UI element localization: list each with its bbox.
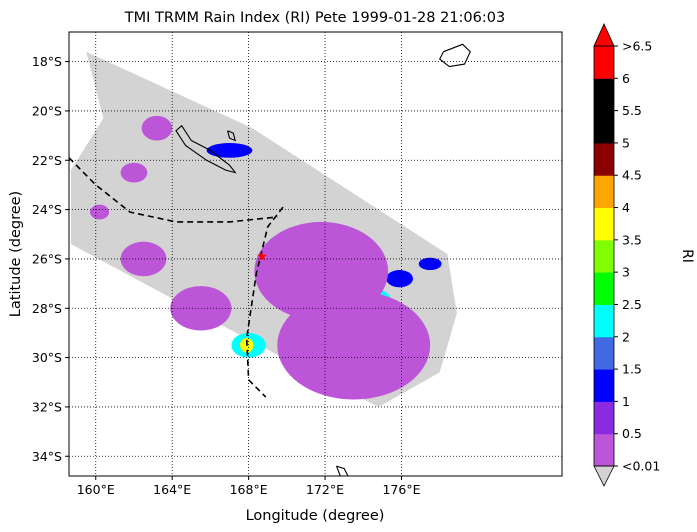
colorbar-label: RI	[679, 249, 695, 263]
coastline-layer	[175, 43, 471, 476]
y-tick-label-2: 22°S	[32, 153, 62, 168]
rain-cell-13	[254, 221, 389, 321]
plot-frame	[68, 31, 563, 477]
y-axis-label: Latitude (degree)	[8, 191, 24, 317]
coastline-1	[227, 130, 237, 142]
x-axis-ticks: 160°E 164°E 168°E 172°E 176°E	[77, 476, 421, 497]
x-tick-label-3: 172°E	[306, 482, 344, 497]
y-tick-label-1: 20°S	[32, 103, 62, 118]
y-tick-label-4: 26°S	[32, 251, 62, 266]
rain-cells-layer	[90, 115, 442, 400]
colorbar-tick-label-11: 5.5	[622, 103, 642, 118]
x-axis-label: Longitude (degree)	[246, 508, 385, 524]
rain-cell-19	[120, 162, 148, 183]
coastline-2	[439, 43, 471, 68]
colorbar-tick-label-4: 2	[622, 329, 630, 344]
colorbar-segment-5	[594, 272, 614, 305]
storm-track-layer	[69, 157, 284, 398]
colorbar-segment-4	[594, 304, 614, 338]
rain-cell-14	[418, 257, 442, 271]
colorbar-segment-0	[594, 433, 614, 467]
rain-cell-7	[386, 270, 413, 288]
storm-center-marker	[257, 251, 267, 261]
rain-cell-16	[120, 241, 167, 277]
colorbar-tick-label-9: 4.5	[622, 168, 642, 183]
colorbar-tick-label-7: 3.5	[622, 232, 642, 247]
rain-cell-15	[206, 143, 253, 158]
colorbar-tick-label-10: 5	[622, 135, 630, 150]
y-tick-label-6: 30°S	[32, 350, 62, 365]
colorbar-segment-6	[594, 239, 614, 273]
colorbar-tick-label-1: 0.5	[622, 426, 642, 441]
x-tick-label-2: 168°E	[230, 482, 268, 497]
colorbar-tick-label-6: 3	[622, 265, 630, 280]
x-tick-label-4: 176°E	[382, 482, 420, 497]
rain-cell-18	[141, 115, 173, 141]
map-plot-area	[69, 32, 562, 476]
colorbar-segment-1	[594, 401, 614, 435]
colorbar-segment-10	[594, 110, 614, 144]
gridlines	[69, 32, 562, 476]
chart-title: TMI TRMM Rain Index (RI) Pete 1999-01-28…	[124, 10, 505, 26]
y-axis-ticks: 18°S 20°S 22°S 24°S 26°S 28°S 30°S 32°S 34°S	[32, 54, 69, 464]
x-tick-label-1: 164°E	[153, 482, 191, 497]
colorbar: <0.01 0.5 1 1.5 2 2.5 3 3.5 4 4.5 5 5.5 6 >6.5	[593, 23, 660, 487]
y-tick-label-7: 32°S	[32, 399, 62, 414]
colorbar-frame	[593, 45, 615, 467]
y-tick-label-3: 24°S	[32, 202, 62, 217]
colorbar-tick-label-5: 2.5	[622, 297, 642, 312]
colorbar-over-arrow	[593, 23, 615, 47]
rain-cell-17	[170, 286, 232, 331]
colorbar-segment-9	[594, 142, 614, 176]
rain-cell-20	[90, 204, 110, 220]
coastline-0	[175, 124, 237, 174]
coastline-3	[335, 465, 349, 476]
x-tick-label-0: 160°E	[77, 482, 115, 497]
colorbar-tick-label-12: 6	[622, 71, 630, 86]
colorbar-segment-12	[594, 46, 614, 79]
y-tick-label-5: 28°S	[32, 301, 62, 316]
colorbar-tick-label-8: 4	[622, 200, 630, 215]
y-tick-label-8: 34°S	[32, 449, 62, 464]
colorbar-segment-11	[594, 78, 614, 112]
colorbar-segment-8	[594, 175, 614, 209]
colorbar-tick-label-2: 1	[622, 394, 630, 409]
colorbar-tick-label-0: <0.01	[622, 459, 660, 474]
colorbar-segment-2	[594, 369, 614, 402]
colorbar-under-arrow	[593, 465, 615, 487]
colorbar-tick-label-3: 1.5	[622, 362, 642, 377]
storm-track-0	[69, 157, 278, 223]
y-tick-label-0: 18°S	[32, 54, 62, 69]
colorbar-segment-7	[594, 207, 614, 241]
storm-center-layer	[257, 251, 267, 261]
colorbar-segment-3	[594, 336, 614, 370]
colorbar-tick-label-13: >6.5	[622, 39, 652, 54]
storm-track-1	[245, 206, 284, 398]
